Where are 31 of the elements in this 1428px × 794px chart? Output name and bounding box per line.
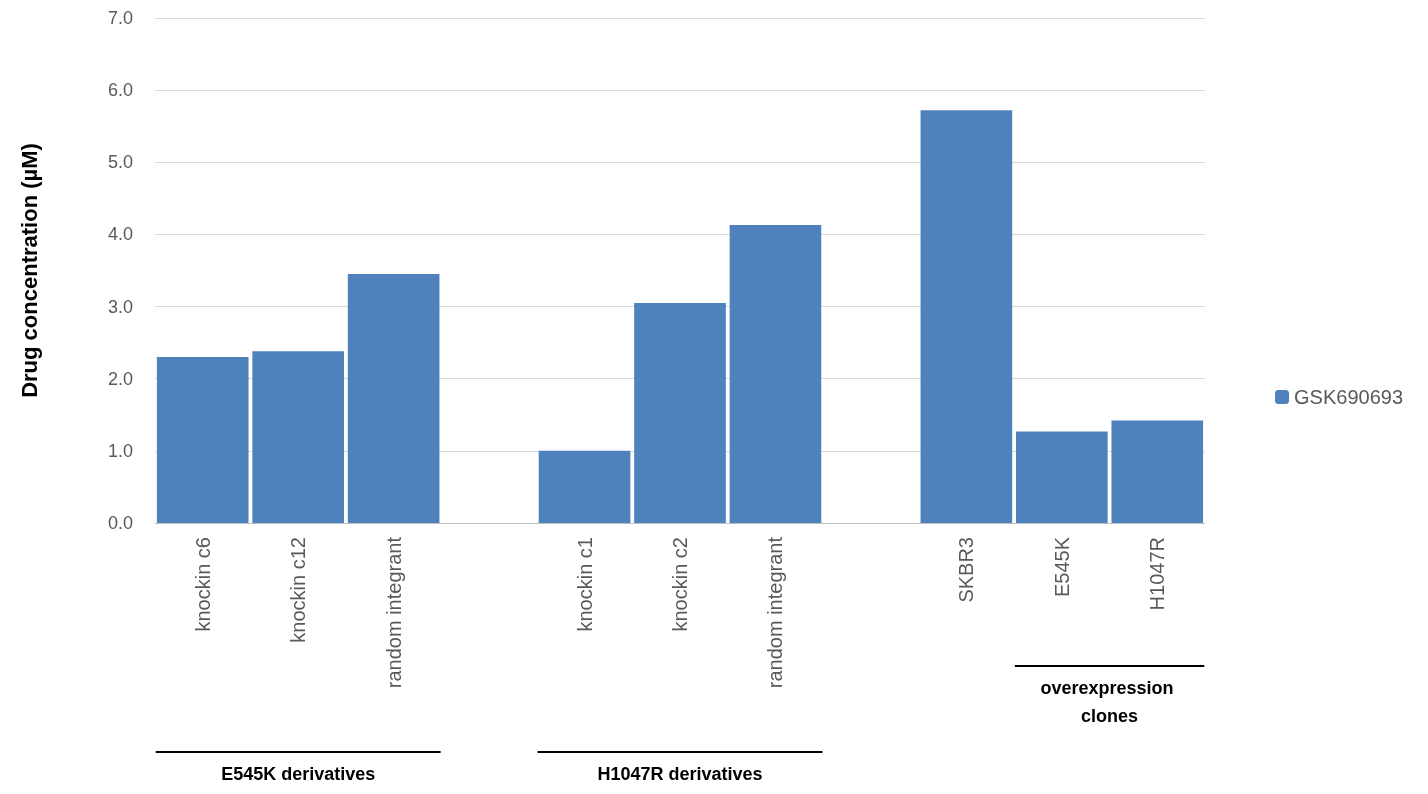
y-tick-label: 3.0 <box>107 296 133 317</box>
legend-label: GSK690693 <box>1294 386 1404 408</box>
y-tick-label: 1.0 <box>107 440 133 461</box>
x-tick-label: knockin c2 <box>669 537 691 632</box>
x-tick-label: H1047R <box>1146 537 1169 611</box>
bar <box>156 357 249 523</box>
x-tick-label: knockin c1 <box>573 537 596 632</box>
bar <box>252 351 344 523</box>
x-tick-label: E545K <box>1050 536 1073 598</box>
x-tick-label: knockin c12 <box>287 537 310 643</box>
y-tick-label: 0.0 <box>107 513 133 533</box>
bar <box>729 225 822 523</box>
x-tick-label: random integrant <box>382 536 405 689</box>
y-tick-label: 7.0 <box>107 8 133 28</box>
bar <box>1111 420 1204 523</box>
y-tick-label: 5.0 <box>107 152 133 173</box>
text: overexpression clones <box>1040 678 1179 726</box>
y-tick-label: 4.0 <box>107 224 133 245</box>
y-tick-label: 2.0 <box>107 368 133 389</box>
bar <box>538 450 631 523</box>
text: H1047R derivatives <box>597 764 763 784</box>
y-axis-title: Drug concentration (µM) <box>16 143 42 398</box>
bar <box>347 274 440 523</box>
x-tick-label: knockin c6 <box>191 537 214 632</box>
x-tick-label: SKBR3 <box>955 537 978 603</box>
y-tick-label: 6.0 <box>107 80 133 101</box>
x-tick-label: random integrant <box>764 536 787 689</box>
bar <box>920 110 1013 523</box>
text: E545K derivatives <box>221 764 376 784</box>
bar <box>634 302 726 523</box>
bar <box>1016 431 1108 523</box>
